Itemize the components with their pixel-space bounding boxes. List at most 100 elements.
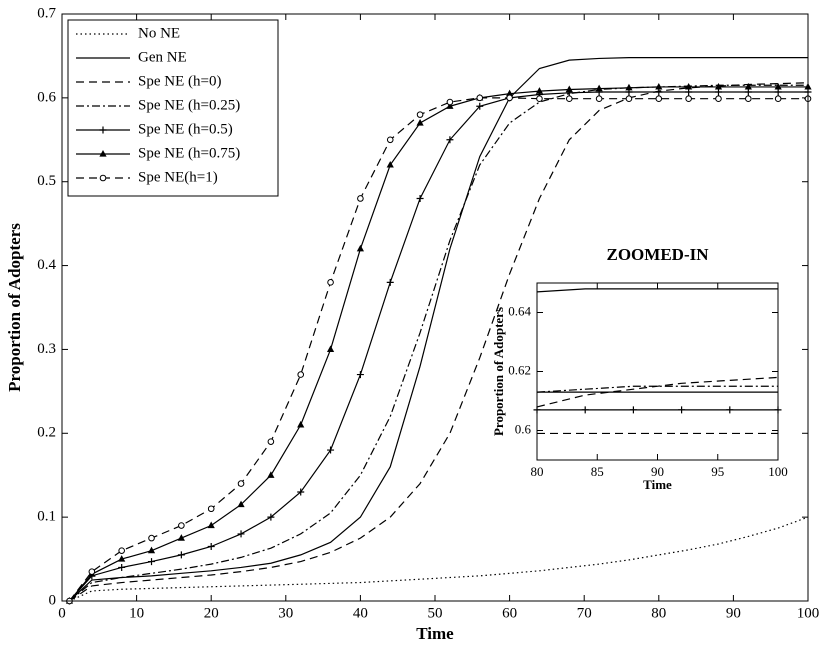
marker	[178, 522, 185, 529]
series-line	[69, 91, 808, 602]
x-tick-label: 20	[204, 605, 219, 621]
marker	[99, 126, 107, 134]
marker	[678, 406, 686, 414]
marker	[326, 345, 335, 353]
marker	[446, 98, 454, 106]
marker	[726, 406, 734, 414]
y-tick-label: 0.62	[508, 362, 531, 377]
marker	[506, 89, 514, 97]
series-line	[68, 97, 808, 602]
x-tick-label: 40	[353, 605, 368, 621]
marker	[177, 534, 185, 541]
legend-label: Spe NE (h=0.75)	[138, 145, 240, 161]
marker	[745, 95, 752, 102]
marker	[565, 95, 573, 102]
marker	[237, 530, 245, 538]
marker	[357, 195, 364, 202]
x-tick-label: 100	[797, 605, 820, 621]
marker	[356, 371, 364, 379]
marker	[625, 95, 633, 102]
marker	[685, 95, 692, 102]
marker	[297, 371, 305, 378]
marker	[774, 88, 782, 96]
plot-frame	[536, 282, 779, 461]
y-tick-label: 0.4	[37, 257, 56, 273]
marker	[446, 136, 454, 144]
x-tick-label: 70	[577, 605, 592, 621]
legend-label: No NE	[138, 25, 180, 41]
marker	[655, 88, 663, 96]
legend-label: Gen NE	[138, 49, 187, 65]
marker	[581, 406, 589, 414]
marker	[356, 244, 364, 252]
marker	[744, 82, 752, 90]
legend-label: Spe NE (h=0)	[138, 73, 221, 89]
marker	[595, 95, 603, 102]
y-tick-label: 0.2	[37, 425, 56, 441]
legend-label: Spe NE (h=0.25)	[138, 97, 240, 113]
x-tick-label: 90	[726, 605, 741, 621]
chart-title: ZOOMED-IN	[607, 245, 710, 264]
y-tick-label: 0.3	[37, 341, 56, 357]
x-tick-label: 85	[591, 464, 604, 479]
series-line	[69, 82, 809, 602]
x-tick-label: 95	[711, 464, 724, 479]
series-line	[69, 57, 808, 602]
marker	[237, 480, 245, 487]
marker	[118, 555, 126, 562]
marker	[744, 88, 752, 96]
legend	[67, 19, 279, 197]
marker	[88, 568, 96, 575]
plot-frame	[61, 13, 809, 602]
x-tick-label: 10	[129, 605, 144, 621]
marker	[148, 558, 156, 566]
series-line	[69, 84, 808, 602]
marker	[476, 94, 484, 102]
x-tick-label: 90	[651, 464, 664, 479]
y-tick-label: 0.5	[37, 173, 56, 189]
marker	[386, 136, 394, 144]
marker	[655, 82, 663, 90]
marker	[267, 438, 275, 445]
x-tick-label: 30	[278, 605, 293, 621]
marker	[386, 160, 394, 168]
x-tick-label: 50	[428, 605, 443, 621]
marker	[446, 102, 454, 109]
x-tick-label: 80	[531, 464, 544, 479]
marker	[99, 174, 107, 182]
x-axis-label: Time	[416, 624, 454, 643]
marker	[297, 488, 305, 496]
marker	[625, 83, 633, 91]
marker	[536, 95, 543, 102]
legend-label: Spe NE (h=0.5)	[138, 121, 233, 137]
marker	[774, 95, 782, 102]
marker	[237, 500, 245, 508]
marker	[476, 102, 484, 110]
marker	[416, 119, 424, 126]
marker	[148, 534, 155, 542]
marker	[715, 95, 722, 102]
x-tick-label: 0	[58, 605, 66, 621]
marker	[207, 505, 215, 513]
marker	[714, 82, 723, 90]
marker	[595, 84, 603, 92]
marker	[565, 85, 573, 93]
marker	[297, 420, 305, 428]
marker	[99, 150, 107, 157]
marker	[535, 87, 544, 94]
x-tick-label: 80	[651, 605, 666, 621]
marker	[267, 513, 275, 521]
x-axis-label: Time	[643, 477, 672, 492]
marker	[416, 111, 424, 118]
marker	[147, 546, 156, 554]
marker	[629, 406, 637, 414]
marker	[774, 82, 782, 90]
marker	[118, 547, 125, 554]
y-axis-label: Proportion of Adopters	[5, 223, 24, 392]
marker	[177, 551, 185, 559]
marker	[655, 95, 663, 102]
y-tick-label: 0.1	[37, 509, 56, 525]
marker	[714, 88, 722, 96]
